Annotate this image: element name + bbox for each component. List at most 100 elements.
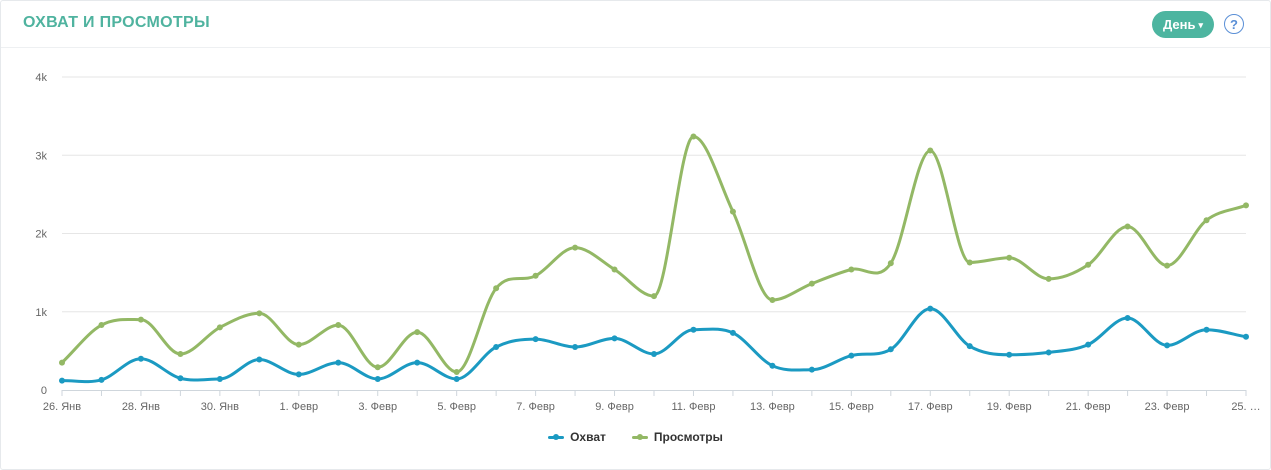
header-divider: [1, 47, 1270, 48]
data-point-reach: [1124, 315, 1131, 322]
x-tick-label: 9. Февр: [595, 401, 634, 413]
legend-label-reach: Охват: [570, 430, 606, 444]
y-tick-label: 4k: [35, 72, 47, 84]
data-point-reach: [532, 336, 539, 343]
data-point-reach: [729, 329, 736, 336]
data-point-views: [690, 133, 697, 140]
data-point-reach: [887, 346, 894, 353]
data-point-views: [572, 244, 579, 251]
data-point-reach: [335, 359, 342, 366]
data-point-views: [1085, 261, 1092, 268]
data-point-reach: [690, 326, 697, 333]
data-point-reach: [216, 376, 223, 383]
period-select-label: День: [1162, 17, 1196, 32]
data-point-reach: [572, 343, 579, 350]
data-point-reach: [927, 305, 934, 312]
data-point-views: [887, 260, 894, 267]
x-tick-label: 7. Февр: [516, 401, 555, 413]
data-point-reach: [769, 362, 776, 369]
data-point-views: [335, 322, 342, 329]
chart-legend: Охват Просмотры: [0, 430, 1271, 444]
data-point-views: [414, 329, 421, 336]
x-tick-label: 11. Февр: [671, 401, 715, 413]
data-point-reach: [374, 376, 381, 383]
data-point-views: [769, 297, 776, 304]
data-point-reach: [651, 351, 657, 358]
data-point-reach: [453, 376, 460, 383]
chart-title: ОХВАТ И ПРОСМОТРЫ: [23, 14, 210, 31]
data-point-reach: [1006, 351, 1013, 358]
x-tick-label: 1. Февр: [279, 401, 318, 413]
data-point-views: [1243, 202, 1249, 209]
legend-item-reach[interactable]: Охват: [548, 430, 606, 444]
data-point-reach: [256, 356, 263, 363]
series-line-views: [60, 135, 1248, 374]
data-point-views: [611, 266, 618, 273]
data-point-reach: [177, 375, 184, 382]
data-point-views: [1164, 262, 1171, 269]
data-point-views: [295, 341, 302, 348]
data-point-reach: [1243, 333, 1249, 340]
data-point-views: [1124, 223, 1131, 230]
y-tick-label: 2k: [35, 229, 47, 241]
data-point-reach: [848, 352, 855, 359]
data-point-reach: [808, 366, 815, 373]
x-tick-label: 3. Февр: [358, 401, 397, 413]
x-tick-label: 13. Февр: [750, 401, 795, 413]
data-point-views: [493, 285, 500, 292]
x-tick-label: 17. Февр: [908, 401, 953, 413]
data-point-views: [1203, 217, 1210, 224]
y-tick-label: 1k: [35, 307, 47, 319]
legend-swatch-reach: [548, 433, 565, 440]
x-tick-label: 25. …: [1231, 401, 1260, 413]
data-point-reach: [59, 377, 65, 384]
data-point-reach: [1203, 326, 1210, 333]
data-point-reach: [137, 355, 144, 362]
data-point-reach: [1045, 349, 1052, 356]
data-point-reach: [295, 371, 302, 378]
chevron-down-icon: ▾: [1198, 19, 1204, 30]
series-line-reach: [60, 307, 1248, 384]
data-point-views: [1006, 254, 1013, 261]
data-point-reach: [98, 376, 105, 383]
y-tick-label: 0: [41, 385, 47, 397]
data-point-views: [651, 293, 657, 300]
data-point-views: [729, 208, 736, 215]
data-point-reach: [966, 343, 973, 350]
data-point-views: [59, 359, 65, 366]
period-select-button[interactable]: День ▾: [1152, 11, 1214, 38]
data-point-reach: [1085, 341, 1092, 348]
legend-label-views: Просмотры: [653, 430, 723, 444]
data-point-views: [216, 324, 223, 331]
data-point-views: [532, 272, 539, 279]
legend-item-views[interactable]: Просмотры: [631, 430, 723, 444]
x-tick-label: 30. Янв: [201, 401, 239, 413]
data-point-views: [374, 364, 381, 371]
data-point-reach: [414, 359, 421, 366]
data-point-views: [1045, 275, 1052, 282]
x-tick-label: 5. Февр: [437, 401, 476, 413]
data-point-reach: [493, 343, 500, 350]
x-tick-label: 28. Янв: [122, 401, 160, 413]
x-tick-label: 23. Февр: [1145, 401, 1190, 413]
data-point-views: [808, 280, 815, 287]
data-point-views: [848, 266, 855, 273]
help-icon[interactable]: ?: [1224, 14, 1244, 34]
y-tick-label: 3k: [35, 150, 47, 162]
data-point-views: [927, 147, 934, 154]
data-point-views: [966, 259, 973, 266]
x-tick-label: 15. Февр: [829, 401, 874, 413]
data-point-views: [98, 322, 105, 329]
data-point-reach: [1164, 342, 1171, 349]
legend-swatch-views: [631, 433, 648, 440]
data-point-views: [137, 316, 144, 323]
data-point-reach: [611, 335, 618, 342]
x-tick-label: 21. Февр: [1066, 401, 1111, 413]
data-point-views: [256, 310, 263, 317]
x-tick-label: 26. Янв: [43, 401, 81, 413]
data-point-views: [453, 369, 460, 376]
data-point-views: [177, 351, 184, 358]
x-tick-label: 19. Февр: [987, 401, 1032, 413]
